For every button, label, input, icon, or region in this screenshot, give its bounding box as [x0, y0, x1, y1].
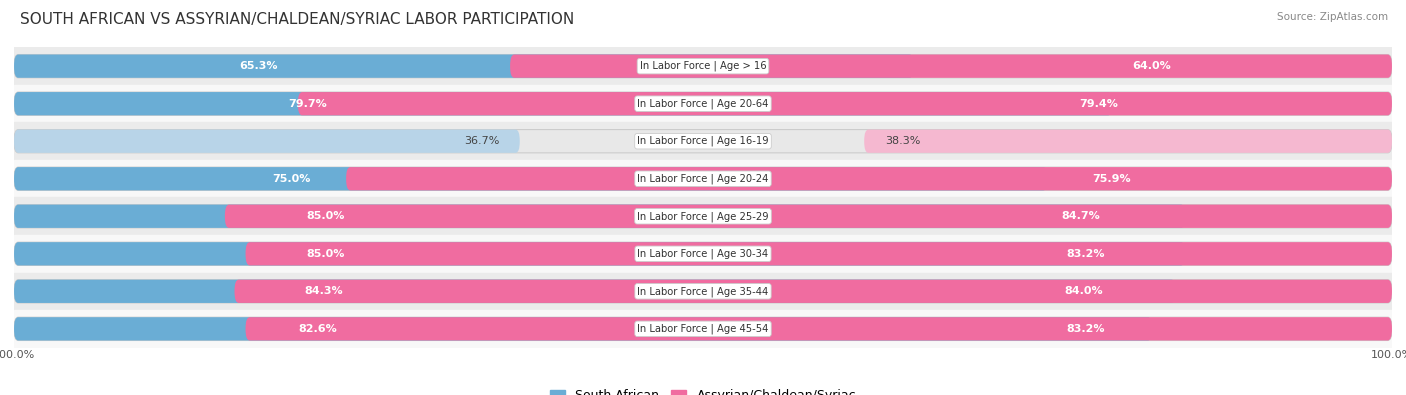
Text: 84.7%: 84.7%	[1062, 211, 1099, 221]
Text: 75.0%: 75.0%	[273, 174, 311, 184]
Text: Source: ZipAtlas.com: Source: ZipAtlas.com	[1277, 12, 1388, 22]
FancyBboxPatch shape	[14, 55, 1392, 78]
Text: 85.0%: 85.0%	[307, 249, 346, 259]
FancyBboxPatch shape	[14, 205, 1185, 228]
Text: 36.7%: 36.7%	[464, 136, 499, 146]
FancyBboxPatch shape	[235, 280, 1392, 303]
FancyBboxPatch shape	[246, 317, 1392, 340]
FancyBboxPatch shape	[14, 167, 1392, 190]
FancyBboxPatch shape	[14, 55, 914, 78]
Bar	[14, 235, 1392, 273]
FancyBboxPatch shape	[510, 55, 1392, 78]
Text: 85.0%: 85.0%	[307, 211, 346, 221]
Text: In Labor Force | Age 25-29: In Labor Force | Age 25-29	[637, 211, 769, 222]
FancyBboxPatch shape	[14, 130, 1392, 153]
FancyBboxPatch shape	[14, 167, 1047, 190]
Bar	[14, 198, 1392, 235]
Text: SOUTH AFRICAN VS ASSYRIAN/CHALDEAN/SYRIAC LABOR PARTICIPATION: SOUTH AFRICAN VS ASSYRIAN/CHALDEAN/SYRIA…	[20, 12, 574, 27]
Text: 79.4%: 79.4%	[1080, 99, 1118, 109]
Text: In Labor Force | Age 20-64: In Labor Force | Age 20-64	[637, 98, 769, 109]
Text: 75.9%: 75.9%	[1092, 174, 1130, 184]
Bar	[14, 122, 1392, 160]
FancyBboxPatch shape	[14, 317, 1392, 340]
FancyBboxPatch shape	[14, 205, 1392, 228]
Bar	[14, 310, 1392, 348]
Text: 83.2%: 83.2%	[1067, 249, 1105, 259]
FancyBboxPatch shape	[14, 280, 1175, 303]
FancyBboxPatch shape	[14, 92, 1392, 115]
Text: In Labor Force | Age 35-44: In Labor Force | Age 35-44	[637, 286, 769, 297]
Text: In Labor Force | Age 30-34: In Labor Force | Age 30-34	[637, 248, 769, 259]
Text: In Labor Force | Age 45-54: In Labor Force | Age 45-54	[637, 324, 769, 334]
Text: 79.7%: 79.7%	[288, 99, 328, 109]
Text: 82.6%: 82.6%	[298, 324, 337, 334]
Legend: South African, Assyrian/Chaldean/Syriac: South African, Assyrian/Chaldean/Syriac	[546, 384, 860, 395]
FancyBboxPatch shape	[246, 242, 1392, 265]
Text: 38.3%: 38.3%	[884, 136, 921, 146]
Text: 84.3%: 84.3%	[305, 286, 343, 296]
Text: In Labor Force | Age > 16: In Labor Force | Age > 16	[640, 61, 766, 71]
Text: 83.2%: 83.2%	[1067, 324, 1105, 334]
FancyBboxPatch shape	[298, 92, 1392, 115]
FancyBboxPatch shape	[346, 167, 1392, 190]
Bar	[14, 160, 1392, 198]
FancyBboxPatch shape	[225, 205, 1392, 228]
Text: 64.0%: 64.0%	[1133, 61, 1171, 71]
Bar	[14, 273, 1392, 310]
Text: In Labor Force | Age 16-19: In Labor Force | Age 16-19	[637, 136, 769, 147]
FancyBboxPatch shape	[14, 242, 1185, 265]
Text: 84.0%: 84.0%	[1064, 286, 1102, 296]
FancyBboxPatch shape	[14, 317, 1152, 340]
Bar	[14, 85, 1392, 122]
Text: 65.3%: 65.3%	[239, 61, 277, 71]
Bar	[14, 47, 1392, 85]
FancyBboxPatch shape	[865, 130, 1392, 153]
FancyBboxPatch shape	[14, 242, 1392, 265]
FancyBboxPatch shape	[14, 130, 520, 153]
FancyBboxPatch shape	[14, 92, 1112, 115]
FancyBboxPatch shape	[14, 280, 1392, 303]
Text: In Labor Force | Age 20-24: In Labor Force | Age 20-24	[637, 173, 769, 184]
